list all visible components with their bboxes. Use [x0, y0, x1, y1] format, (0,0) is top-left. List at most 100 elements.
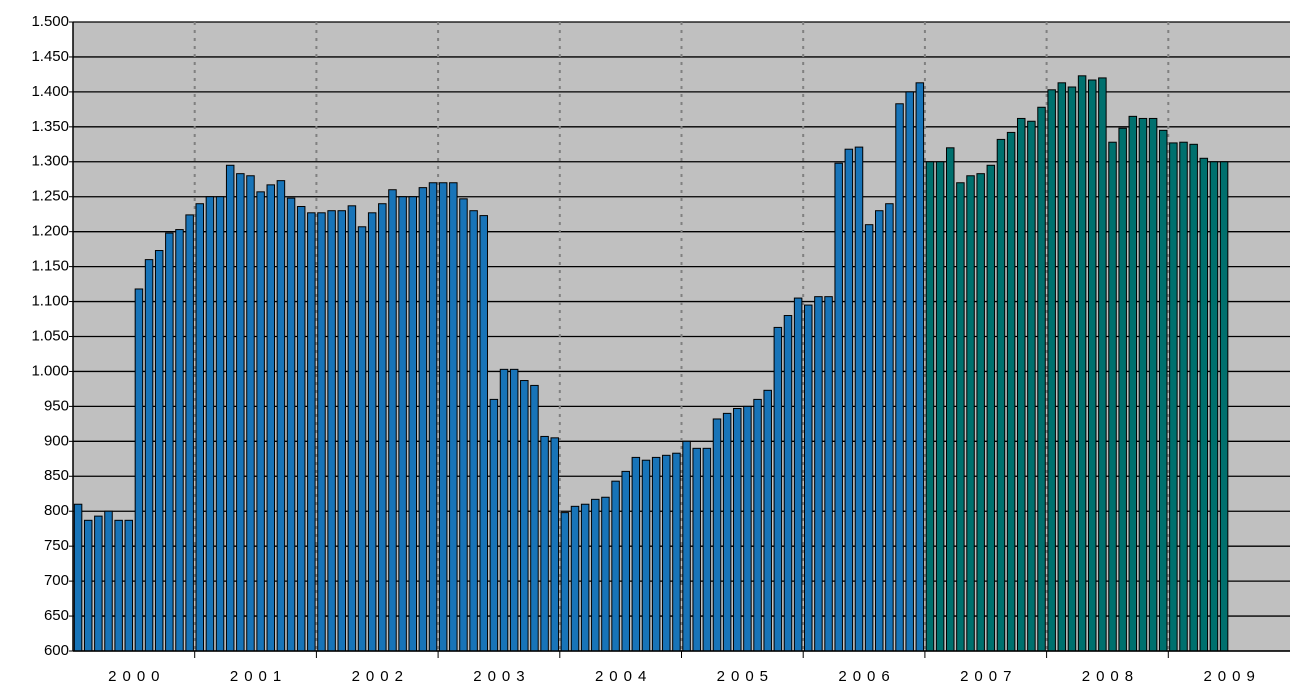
- bar: [530, 384, 539, 652]
- bar: [418, 187, 428, 652]
- bar: [94, 515, 103, 652]
- bar: [1209, 161, 1219, 652]
- bar: [489, 398, 499, 652]
- y-tick-label: 1.250: [31, 188, 69, 205]
- bar: [520, 380, 529, 652]
- x-group-label: 2004: [595, 668, 652, 685]
- bar: [165, 232, 174, 652]
- bar: [459, 198, 468, 652]
- bar: [296, 206, 306, 652]
- bar: [793, 297, 803, 652]
- bar: [1016, 117, 1026, 652]
- y-tick-label: 650: [44, 607, 69, 624]
- bar: [844, 148, 854, 652]
- bar: [236, 173, 245, 652]
- bar: [317, 212, 326, 652]
- y-tick-label: 750: [44, 537, 69, 554]
- bar: [783, 315, 793, 652]
- bar: [1077, 75, 1087, 652]
- bar: [327, 210, 336, 652]
- y-tick-label: 1.500: [31, 13, 69, 30]
- bar: [946, 147, 955, 652]
- bar: [1169, 142, 1178, 652]
- y-tick-label: 1.200: [31, 223, 69, 240]
- y-tick-label: 1.000: [31, 362, 69, 379]
- x-group-label: 2008: [1082, 668, 1139, 685]
- bar: [773, 326, 783, 652]
- bar: [662, 454, 671, 652]
- bar: [195, 203, 205, 652]
- bar: [479, 215, 488, 652]
- bar: [1138, 117, 1148, 652]
- bar: [1148, 117, 1158, 652]
- bar: [1098, 77, 1107, 652]
- bar: [641, 459, 651, 652]
- y-tick-label: 1.100: [31, 293, 69, 310]
- y-tick-label: 850: [44, 467, 69, 484]
- bar: [591, 498, 600, 652]
- x-group-label: 2005: [717, 668, 774, 685]
- bar: [601, 496, 610, 652]
- bar: [804, 304, 813, 652]
- bar: [408, 196, 417, 652]
- bar: [337, 210, 347, 652]
- bar: [83, 519, 93, 652]
- y-tick-label: 600: [44, 642, 69, 659]
- bar: [925, 161, 935, 652]
- bar: [1087, 79, 1097, 652]
- bar: [956, 182, 965, 652]
- bar: [560, 512, 570, 652]
- bar: [469, 210, 478, 652]
- y-tick-label: 1.050: [31, 327, 69, 344]
- bar: [256, 191, 265, 652]
- bar: [895, 103, 904, 652]
- bar: [621, 470, 630, 652]
- bar: [175, 229, 184, 652]
- bar: [499, 368, 509, 652]
- bar: [367, 212, 377, 652]
- bar: [935, 161, 945, 652]
- bar: [438, 182, 448, 652]
- bar: [1006, 131, 1016, 652]
- bar: [1158, 129, 1168, 652]
- bar: [540, 435, 549, 652]
- y-tick-label: 900: [44, 432, 69, 449]
- bar: [1047, 89, 1056, 652]
- x-group-label: 2000: [108, 668, 165, 685]
- y-tick-label: 1.350: [31, 118, 69, 135]
- bar: [651, 456, 661, 652]
- x-group-label: 2009: [1203, 668, 1260, 685]
- bar: [976, 173, 985, 652]
- bar: [144, 259, 154, 652]
- bar: [1219, 161, 1229, 652]
- bar: [428, 182, 438, 652]
- x-group-label: 2003: [473, 668, 530, 685]
- y-tick-label: 950: [44, 397, 69, 414]
- bar: [124, 519, 134, 652]
- bar: [966, 175, 975, 652]
- bar: [733, 407, 742, 652]
- bar: [864, 224, 874, 652]
- bar: [509, 368, 519, 652]
- bar: [1128, 115, 1138, 652]
- bar: [134, 288, 144, 652]
- bar: [905, 91, 914, 652]
- bar: [1199, 157, 1209, 652]
- y-tick-label: 700: [44, 572, 69, 589]
- bar: [611, 480, 620, 652]
- x-group-label: 2006: [838, 668, 895, 685]
- bar: [449, 182, 458, 652]
- bar: [114, 519, 123, 652]
- x-group-label: 2002: [352, 668, 409, 685]
- bar: [1037, 106, 1046, 652]
- bar: [753, 398, 762, 652]
- bar: [357, 226, 367, 652]
- bar: [1108, 141, 1117, 652]
- bar: [1179, 141, 1188, 652]
- bar: [570, 505, 580, 652]
- bar: [996, 138, 1006, 652]
- x-group-label: 2001: [230, 668, 287, 685]
- bar: [580, 503, 590, 652]
